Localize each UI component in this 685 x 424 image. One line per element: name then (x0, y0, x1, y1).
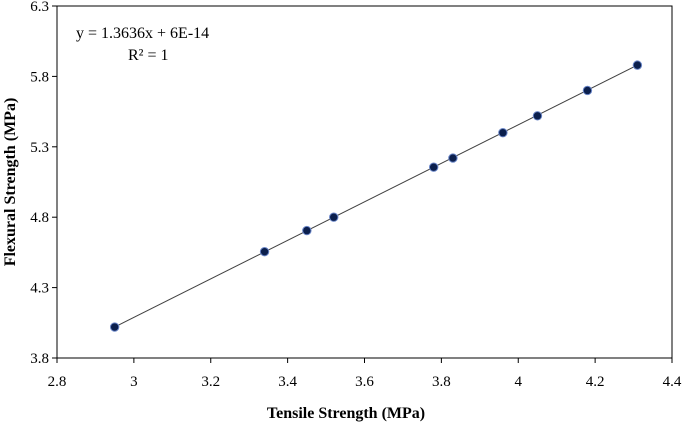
x-tick-label: 2.8 (48, 374, 67, 390)
y-axis-title: Flexural Strength (MPa) (2, 98, 19, 267)
plot-area-frame (56, 5, 673, 359)
data-point (532, 111, 543, 121)
data-point (302, 225, 312, 236)
x-axis-title: Tensile Strength (MPa) (267, 405, 425, 422)
x-tick-label: 3 (130, 374, 138, 390)
y-tick-label: 4.3 (30, 281, 49, 297)
data-point (498, 128, 508, 138)
data-point (448, 153, 458, 163)
data-points (109, 60, 643, 332)
x-tick-label: 3.2 (201, 374, 220, 390)
x-tick-label: 3.6 (355, 374, 374, 390)
y-tick-label: 5.3 (30, 140, 49, 156)
data-point (109, 322, 120, 332)
y-axis-ticks: 3.8 4.3 4.8 5.3 5.8 6.3 (30, 0, 57, 367)
data-point (259, 246, 270, 257)
r-squared-label: R² = 1 (128, 47, 169, 64)
x-tick-label: 4 (515, 374, 523, 390)
y-tick-label: 4.8 (30, 210, 49, 226)
x-tick-label: 4.4 (663, 374, 682, 390)
trendline-equation: y = 1.3636x + 6E-14 (76, 25, 209, 42)
x-tick-label: 4.2 (586, 374, 605, 390)
data-point (329, 212, 339, 222)
y-tick-label: 5.8 (30, 69, 49, 85)
data-point (582, 85, 593, 96)
x-tick-label: 3.4 (278, 374, 297, 390)
y-tick-label: 6.3 (30, 0, 49, 15)
y-tick-label: 3.8 (30, 351, 49, 367)
x-tick-label: 3.8 (432, 374, 451, 390)
data-point (428, 162, 439, 172)
data-point (632, 60, 643, 70)
x-axis-ticks: 2.8 3 3.2 3.4 3.6 3.8 4 4.2 4.4 (48, 358, 682, 390)
trendline (114, 64, 638, 328)
